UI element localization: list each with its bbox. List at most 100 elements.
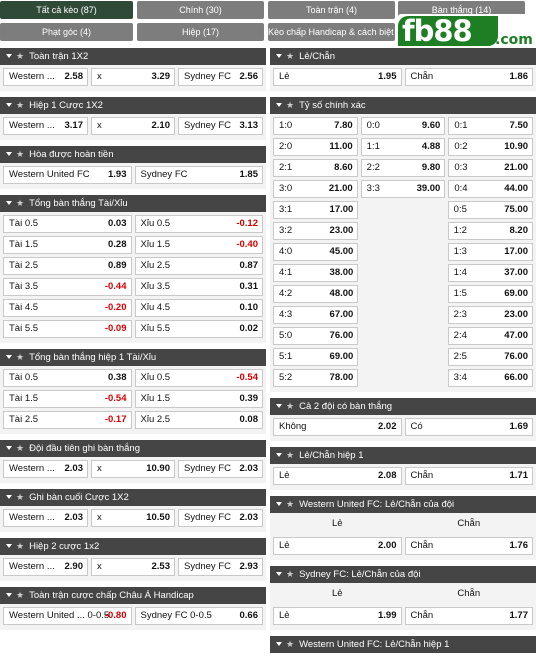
favorite-star-icon[interactable]: ★: [16, 100, 25, 110]
odds-button[interactable]: 3:4 66.00: [447, 369, 533, 387]
market-header[interactable]: ★ Sydney FC: Lẻ/Chẵn của đội: [270, 566, 536, 583]
tab-2[interactable]: Toàn trận (4): [268, 1, 395, 19]
collapse-icon[interactable]: [6, 201, 12, 206]
odds-button[interactable]: 0:1 7.50: [448, 117, 534, 135]
odds-button[interactable]: Tài 2.5 -0.17: [3, 411, 132, 429]
tab-0[interactable]: Tất cả kèo (87): [0, 1, 133, 19]
odds-button[interactable]: Western ... 2.58: [3, 68, 88, 86]
collapse-icon[interactable]: [276, 103, 282, 108]
odds-button[interactable]: Tài 0.5 0.38: [3, 369, 132, 387]
odds-button[interactable]: 0:3 21.00: [448, 159, 534, 177]
odds-button[interactable]: Tài 0.5 0.03: [3, 215, 132, 233]
odds-button[interactable]: Xỉu 0.5 -0.54: [134, 369, 263, 387]
collapse-icon[interactable]: [276, 404, 282, 409]
odds-button[interactable]: 2:2 9.80: [360, 159, 446, 177]
favorite-star-icon[interactable]: ★: [16, 149, 25, 159]
odds-button[interactable]: 3:0 21.00: [273, 180, 358, 198]
favorite-star-icon[interactable]: ★: [286, 450, 295, 460]
odds-button[interactable]: Tài 1.5 0.28: [3, 236, 132, 254]
favorite-star-icon[interactable]: ★: [286, 569, 295, 579]
favorite-star-icon[interactable]: ★: [286, 639, 295, 649]
collapse-icon[interactable]: [6, 495, 12, 500]
market-header[interactable]: ★ Western United FC: Lẻ/Chẵn của đội: [270, 496, 536, 513]
odds-button[interactable]: 1:3 17.00: [447, 243, 533, 261]
odds-button[interactable]: 5:0 76.00: [273, 327, 359, 345]
odds-button[interactable]: Chẵn 1.77: [404, 607, 533, 625]
odds-button[interactable]: x 10.90: [91, 460, 175, 478]
odds-button[interactable]: Tài 4.5 -0.20: [3, 299, 132, 317]
odds-button[interactable]: Lẻ 2.00: [273, 537, 402, 555]
odds-button[interactable]: 3:3 39.00: [360, 180, 446, 198]
market-header[interactable]: ★ Western United FC: Lẻ/Chẵn hiệp 1: [270, 636, 536, 653]
odds-button[interactable]: 5:2 78.00: [273, 369, 359, 387]
odds-button[interactable]: Xỉu 4.5 0.10: [134, 299, 263, 317]
odds-button[interactable]: Sydney FC 2.03: [178, 509, 263, 527]
collapse-icon[interactable]: [6, 152, 12, 157]
tab-4[interactable]: Phạt góc (4): [0, 23, 133, 41]
odds-button[interactable]: Xỉu 2.5 0.08: [134, 411, 263, 429]
market-header[interactable]: ★ Toàn trận 1X2: [0, 48, 266, 65]
odds-button[interactable]: Western ... 3.17: [3, 117, 88, 135]
odds-button[interactable]: 1:0 7.80: [273, 117, 358, 135]
odds-button[interactable]: 0:0 9.60: [360, 117, 446, 135]
market-header[interactable]: ★ Lẻ/Chẵn: [270, 48, 536, 65]
odds-button[interactable]: Lẻ 1.99: [273, 607, 402, 625]
collapse-icon[interactable]: [6, 593, 12, 598]
market-header[interactable]: ★ Hiệp 2 cược 1x2: [0, 538, 266, 555]
odds-button[interactable]: 2:5 76.00: [447, 348, 533, 366]
collapse-icon[interactable]: [6, 544, 12, 549]
favorite-star-icon[interactable]: ★: [286, 401, 295, 411]
favorite-star-icon[interactable]: ★: [286, 51, 295, 61]
favorite-star-icon[interactable]: ★: [286, 100, 295, 110]
odds-button[interactable]: Chẵn 1.86: [404, 68, 533, 86]
odds-button[interactable]: 2:4 47.00: [447, 327, 533, 345]
odds-button[interactable]: 3:2 23.00: [273, 222, 359, 240]
collapse-icon[interactable]: [276, 54, 282, 59]
odds-button[interactable]: Xỉu 2.5 0.87: [134, 257, 263, 275]
collapse-icon[interactable]: [6, 54, 12, 59]
odds-button[interactable]: Western ... 2.03: [3, 509, 88, 527]
odds-button[interactable]: Sydney FC 2.56: [178, 68, 263, 86]
odds-button[interactable]: Không 2.02: [273, 418, 402, 436]
favorite-star-icon[interactable]: ★: [16, 541, 25, 551]
odds-button[interactable]: 3:1 17.00: [273, 201, 359, 219]
odds-button[interactable]: 2:0 11.00: [273, 138, 358, 156]
odds-button[interactable]: 2:3 23.00: [447, 306, 533, 324]
tab-6[interactable]: Kèo chấp Handicap & cách biệt (3): [268, 23, 395, 41]
odds-button[interactable]: Xỉu 1.5 -0.40: [134, 236, 263, 254]
odds-button[interactable]: x 2.10: [91, 117, 175, 135]
odds-button[interactable]: Western United ... 0-0.5 -0.80: [3, 607, 132, 625]
collapse-icon[interactable]: [276, 502, 282, 507]
favorite-star-icon[interactable]: ★: [16, 51, 25, 61]
collapse-icon[interactable]: [6, 355, 12, 360]
odds-button[interactable]: Tài 2.5 0.89: [3, 257, 132, 275]
favorite-star-icon[interactable]: ★: [16, 443, 25, 453]
odds-button[interactable]: 1:1 4.88: [360, 138, 446, 156]
odds-button[interactable]: Sydney FC 2.03: [178, 460, 263, 478]
market-header[interactable]: ★ Hòa được hoàn tiền: [0, 146, 266, 163]
collapse-icon[interactable]: [276, 572, 282, 577]
favorite-star-icon[interactable]: ★: [16, 198, 25, 208]
odds-button[interactable]: Xỉu 0.5 -0.12: [134, 215, 263, 233]
odds-button[interactable]: Xỉu 3.5 0.31: [134, 278, 263, 296]
odds-button[interactable]: x 10.50: [91, 509, 175, 527]
tab-1[interactable]: Chính (30): [137, 1, 264, 19]
odds-button[interactable]: 1:4 37.00: [447, 264, 533, 282]
odds-button[interactable]: Lẻ 2.08: [273, 467, 402, 485]
odds-button[interactable]: Có 1.69: [404, 418, 533, 436]
odds-button[interactable]: x 3.29: [91, 68, 175, 86]
odds-button[interactable]: 0:5 75.00: [447, 201, 533, 219]
favorite-star-icon[interactable]: ★: [16, 590, 25, 600]
odds-button[interactable]: 4:0 45.00: [273, 243, 359, 261]
odds-button[interactable]: Sydney FC 2.93: [178, 558, 263, 576]
market-header[interactable]: ★ Cả 2 đội có bàn thắng: [270, 398, 536, 415]
collapse-icon[interactable]: [6, 446, 12, 451]
odds-button[interactable]: Chẵn 1.76: [404, 537, 533, 555]
market-header[interactable]: ★ Hiệp 1 Cược 1X2: [0, 97, 266, 114]
odds-button[interactable]: 4:1 38.00: [273, 264, 359, 282]
odds-button[interactable]: 4:2 48.00: [273, 285, 359, 303]
favorite-star-icon[interactable]: ★: [16, 492, 25, 502]
market-header[interactable]: ★ Đội đầu tiên ghi bàn thắng: [0, 440, 266, 457]
tab-5[interactable]: Hiệp (17): [137, 23, 264, 41]
favorite-star-icon[interactable]: ★: [286, 499, 295, 509]
